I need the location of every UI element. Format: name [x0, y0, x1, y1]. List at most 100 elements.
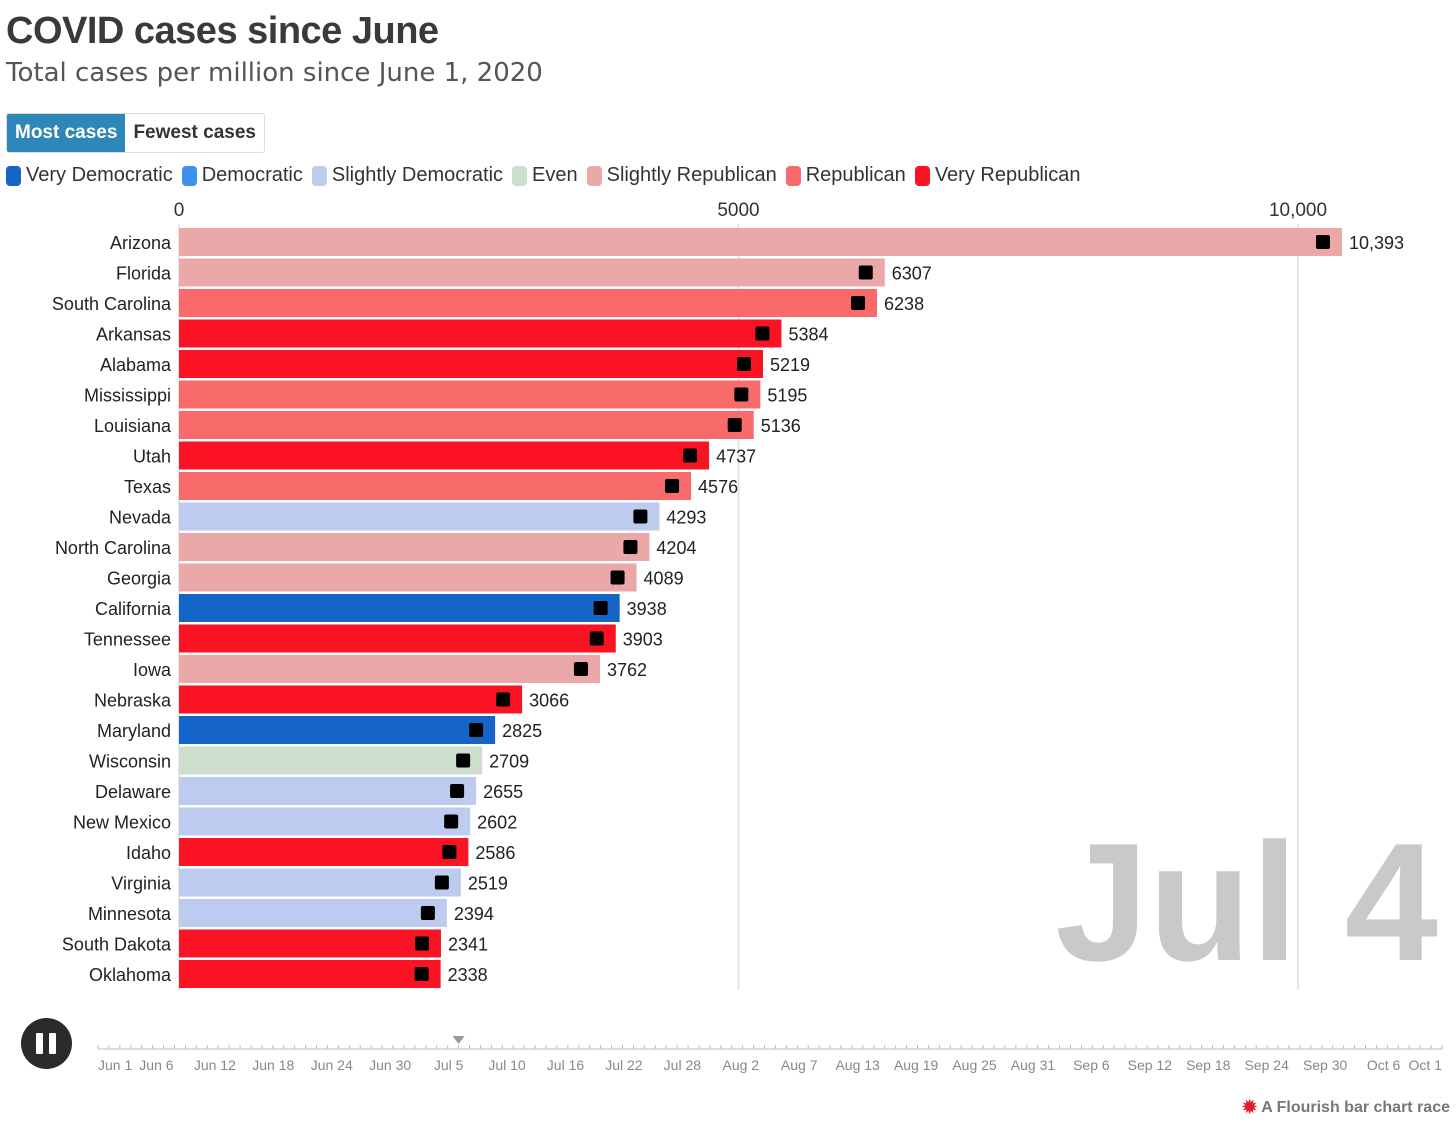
state-shape-icon — [593, 601, 608, 615]
legend-swatch — [914, 165, 930, 186]
bar-value-label: 6238 — [884, 294, 924, 314]
bar[interactable] — [179, 655, 600, 683]
flourish-credit[interactable]: ✹ A Flourish bar chart race — [1242, 1097, 1450, 1118]
bar-value-label: 4089 — [644, 569, 684, 589]
bar-value-label: 4293 — [666, 508, 706, 528]
bar[interactable] — [179, 411, 754, 439]
bar-value-label: 5136 — [761, 416, 801, 436]
bar[interactable] — [179, 319, 782, 348]
bar-category-label: Nevada — [109, 508, 172, 528]
state-shape-icon — [414, 936, 429, 951]
pause-icon-bar — [49, 1033, 56, 1054]
timeline-date-label: Jul 28 — [664, 1057, 702, 1073]
bar-category-label: California — [95, 599, 172, 619]
bar[interactable] — [179, 716, 496, 744]
bar[interactable] — [179, 868, 461, 897]
chart-subtitle: Total cases per million since June 1, 20… — [6, 58, 543, 88]
sort-tabs: Most cases Fewest cases — [6, 113, 265, 153]
x-tick-label: 0 — [174, 200, 185, 221]
bar[interactable] — [179, 563, 637, 592]
timeline-date-label: Jun 1 — [98, 1057, 132, 1073]
x-tick-label: 10,000 — [1269, 200, 1327, 221]
bar-value-label: 4737 — [716, 447, 756, 467]
bar-value-label: 2655 — [483, 782, 523, 802]
bar-category-label: Arizona — [110, 233, 172, 253]
bar[interactable] — [179, 685, 523, 714]
timeline-date-label: Jul 10 — [488, 1057, 526, 1073]
bar[interactable] — [179, 777, 477, 805]
bar-value-label: 5195 — [767, 386, 807, 406]
state-shape-icon — [665, 479, 680, 493]
legend-item-very-republican[interactable]: Very Republican — [914, 164, 1081, 187]
state-shape-icon — [420, 906, 435, 920]
legend-label: Very Democratic — [26, 164, 173, 186]
timeline-date-label: Jun 18 — [252, 1057, 294, 1073]
bar[interactable] — [179, 533, 650, 561]
legend-label: Even — [532, 164, 578, 186]
timeline-date-label: Jul 5 — [434, 1057, 464, 1073]
legend-swatch — [181, 165, 197, 186]
bar-category-label: South Dakota — [62, 935, 172, 955]
legend-label: Slightly Democratic — [331, 164, 504, 186]
bar-value-label: 4576 — [698, 477, 738, 497]
bar[interactable] — [179, 502, 660, 531]
bar[interactable] — [179, 838, 469, 866]
legend: Very Democratic Democratic Slightly Demo… — [6, 164, 1089, 187]
bar[interactable] — [179, 380, 761, 409]
bar-category-label: Idaho — [126, 843, 171, 863]
legend-label: Slightly Republican — [606, 164, 777, 186]
legend-swatch — [311, 165, 327, 186]
state-shape-icon — [858, 265, 873, 280]
timeline-scrubber[interactable]: Jun 1 Jun 6 Jun 12 Jun 18 Jun 24 Jun 30 Jul 5 J… — [0, 1030, 1456, 1080]
legend-item-even[interactable]: Even — [512, 164, 578, 187]
state-shape-icon — [442, 845, 457, 859]
state-shape-icon — [755, 326, 770, 341]
legend-label: Very Republican — [934, 164, 1081, 186]
timeline-date-label: Jun 24 — [311, 1057, 353, 1073]
timeline-date-label: Sep 12 — [1128, 1057, 1173, 1073]
bar-category-label: Arkansas — [96, 325, 171, 345]
bar-value-label: 3903 — [623, 630, 663, 650]
state-shape-icon — [469, 723, 484, 737]
bar-category-label: Wisconsin — [89, 752, 171, 772]
legend-item-slightly-republican[interactable]: Slightly Republican — [586, 164, 777, 187]
bar[interactable] — [179, 960, 441, 988]
state-shape-icon — [610, 570, 625, 585]
bar-category-label: Iowa — [133, 660, 172, 680]
state-shape-icon — [589, 631, 604, 646]
tab-fewest-cases[interactable]: Fewest cases — [125, 114, 264, 152]
legend-item-republican[interactable]: Republican — [785, 164, 906, 187]
bar-value-label: 2602 — [477, 813, 517, 833]
bar[interactable] — [179, 929, 441, 958]
state-shape-icon — [683, 448, 698, 463]
bar[interactable] — [179, 441, 710, 470]
timeline-handle-icon[interactable] — [452, 1036, 465, 1044]
legend-item-very-democratic[interactable]: Very Democratic — [6, 164, 173, 187]
legend-item-slightly-democratic[interactable]: Slightly Democratic — [311, 164, 504, 187]
bar-chart-race: Jul 4 0 5000 10,000 Arizona 10,393 Florida 6307… — [52, 200, 1438, 996]
legend-item-democratic[interactable]: Democratic — [181, 164, 303, 187]
bar[interactable] — [179, 350, 764, 378]
bar-category-label: Maryland — [97, 721, 171, 741]
bar[interactable] — [179, 228, 1342, 256]
bar-category-label: Texas — [124, 477, 171, 497]
bar[interactable] — [179, 746, 483, 775]
pause-button[interactable] — [21, 1018, 72, 1069]
timeline-date-label: Aug 25 — [952, 1057, 997, 1073]
bar[interactable] — [179, 624, 616, 653]
bar-category-label: Tennessee — [84, 630, 171, 650]
bar-category-label: South Carolina — [52, 294, 172, 314]
bar[interactable] — [179, 472, 692, 500]
pause-icon — [36, 1033, 43, 1054]
bar[interactable] — [179, 258, 885, 287]
tab-most-cases[interactable]: Most cases — [7, 114, 126, 152]
timeline-date-label: Sep 24 — [1245, 1057, 1290, 1073]
bar[interactable] — [179, 594, 620, 622]
bar[interactable] — [179, 289, 878, 317]
legend-label: Democratic — [201, 164, 303, 186]
bar[interactable] — [179, 899, 447, 927]
bar[interactable] — [179, 807, 471, 836]
timeline-date-label: Jun 30 — [369, 1057, 411, 1073]
timeline-date-label: Jul 16 — [547, 1057, 585, 1073]
timeline-date-label: Aug 13 — [835, 1057, 880, 1073]
